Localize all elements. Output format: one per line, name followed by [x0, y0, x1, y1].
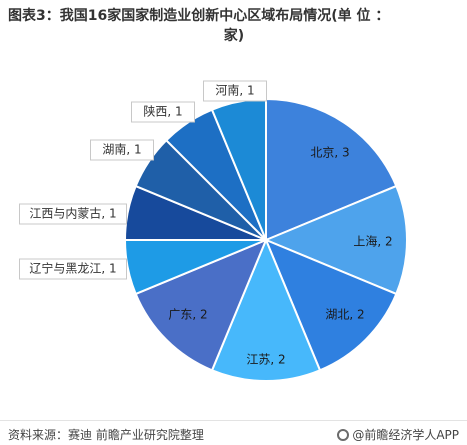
footer: 资料来源：赛迪 前瞻产业研究院整理 @前瞻经济学人APP: [0, 420, 467, 445]
svg-text:陕西, 1: 陕西, 1: [143, 104, 182, 119]
brand-logo-icon: [337, 428, 350, 441]
svg-text:上海, 2: 上海, 2: [353, 234, 392, 249]
chart-title-line1: 图表3：我国16家国家制造业创新中心区域布局情况(单 位 ：: [8, 8, 390, 24]
svg-text:江西与内蒙古, 1: 江西与内蒙古, 1: [29, 206, 116, 221]
slice-label-e4b88ae6b5b7: 上海, 2: [353, 234, 392, 249]
brand: @前瞻经济学人APP: [337, 426, 459, 443]
slice-label-e8bebde5ae81e4b88ee9bb91e9be99e6b19f: 辽宁与黑龙江, 1: [19, 258, 127, 280]
svg-text:江苏, 2: 江苏, 2: [246, 353, 285, 367]
chart-title-line2: 家): [223, 28, 245, 44]
slice-label-e6b996e58d97: 湖南, 1: [90, 139, 154, 161]
svg-text:湖南, 1: 湖南, 1: [102, 142, 141, 157]
svg-text:辽宁与黑龙江, 1: 辽宁与黑龙江, 1: [29, 261, 116, 276]
brand-label: @前瞻经济学人APP: [352, 428, 459, 442]
svg-text:广东, 2: 广东, 2: [168, 308, 207, 322]
slice-label-e6b996e58c97: 湖北, 2: [325, 307, 364, 322]
svg-text:北京, 3: 北京, 3: [310, 146, 349, 160]
slice-label-e5b9bfe4b89c: 广东, 2: [168, 308, 207, 322]
slice-label-e6b2b3e58d97: 河南, 1: [203, 80, 267, 102]
slice-label-e6b19fe88b8f: 江苏, 2: [246, 353, 285, 367]
pie-slice-e6b996e58c97: [264, 238, 398, 372]
pie-chart: 北京, 3 上海, 2 湖北, 2 江苏, 2 广东, 2 辽宁与黑龙江, 1 江西与内蒙古…: [19, 80, 408, 382]
pie-slice-e4b88ae6b5b7: [263, 184, 408, 296]
chart-title: 图表3：我国16家国家制造业创新中心区域布局情况(单 位 ： 家): [8, 6, 460, 46]
slice-label-e99995e8a5bf: 陕西, 1: [131, 101, 195, 123]
source-note: 资料来源：赛迪 前瞻产业研究院整理: [8, 428, 204, 442]
svg-text:河南, 1: 河南, 1: [215, 83, 254, 98]
pie-slice-e58c97e4baac: [265, 97, 398, 242]
pie-slice-e6b19fe88b8f: [210, 237, 322, 382]
slice-label-e58c97e4baac: 北京, 3: [310, 146, 349, 160]
pie-slice-e5b9bfe4b89c: [134, 238, 268, 372]
svg-text:湖北, 2: 湖北, 2: [325, 307, 364, 322]
slice-label-e6b19fe8a5bfe4b88ee58685e89299e58fa4: 江西与内蒙古, 1: [19, 203, 127, 225]
